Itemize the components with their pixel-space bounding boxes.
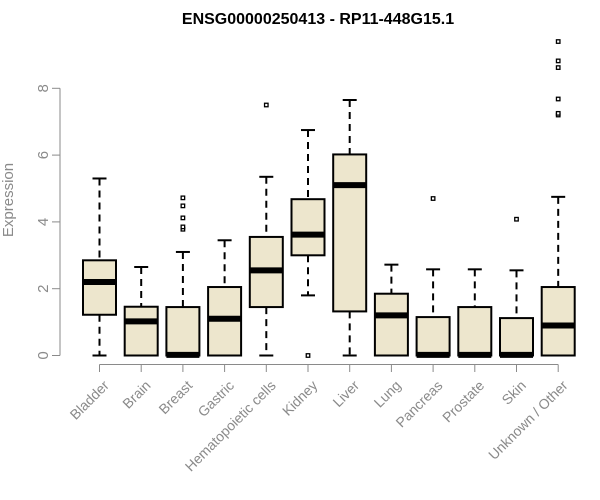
outlier-point xyxy=(555,96,561,102)
y-tick-label: 8 xyxy=(35,84,52,92)
box-group xyxy=(82,177,117,357)
outlier-point xyxy=(555,58,561,64)
box-series xyxy=(82,39,576,358)
box-group xyxy=(415,196,451,358)
y-tick-label: 6 xyxy=(35,151,52,159)
outlier-point xyxy=(180,203,186,209)
outlier-point xyxy=(555,110,561,116)
x-tick-label: Kidney xyxy=(279,377,321,419)
x-tick-label: Skin xyxy=(498,377,529,408)
y-tick-label: 2 xyxy=(35,285,52,293)
box-iqr xyxy=(290,198,326,257)
box-group xyxy=(373,263,409,357)
outlier-point xyxy=(555,39,561,44)
box-group xyxy=(457,268,493,358)
y-tick-label: 4 xyxy=(35,218,52,226)
outlier-point xyxy=(555,65,561,70)
box-iqr xyxy=(165,306,201,357)
box-group xyxy=(207,239,243,357)
x-tick-label: Prostate xyxy=(439,377,487,425)
box-group xyxy=(123,265,159,357)
outlier-point xyxy=(514,216,519,222)
outlier-point xyxy=(180,215,186,221)
box-group xyxy=(248,102,284,357)
box-iqr xyxy=(540,286,576,357)
box-group xyxy=(165,195,201,358)
outlier-point xyxy=(180,195,186,201)
x-tick-label: Breast xyxy=(155,377,195,417)
box-group xyxy=(540,39,576,357)
box-group xyxy=(290,129,326,358)
box-iqr xyxy=(82,259,117,316)
box-iqr xyxy=(373,292,409,357)
box-group xyxy=(499,216,534,358)
x-tick-label: Bladder xyxy=(67,377,113,423)
y-axis-label: Expression xyxy=(0,163,17,237)
outlier-point xyxy=(305,353,311,358)
outlier-point xyxy=(263,102,269,108)
x-tick-label: Brain xyxy=(119,377,153,411)
x-tick-label: Unknown / Other xyxy=(485,377,571,463)
x-tick-label: Lung xyxy=(371,377,404,410)
x-tick-label: Liver xyxy=(329,377,362,410)
outlier-point xyxy=(180,224,186,230)
outlier-point xyxy=(430,196,436,201)
box-iqr xyxy=(332,153,368,313)
y-tick-label: 0 xyxy=(35,351,52,359)
box-group xyxy=(332,98,368,357)
box-iqr xyxy=(499,317,534,357)
box-iqr xyxy=(123,305,159,357)
box-iqr xyxy=(457,306,493,357)
chart-title: ENSG00000250413 - RP11-448G15.1 xyxy=(182,11,454,28)
y-axis: 0 2 4 6 8 xyxy=(35,84,61,360)
box-iqr xyxy=(415,316,451,357)
